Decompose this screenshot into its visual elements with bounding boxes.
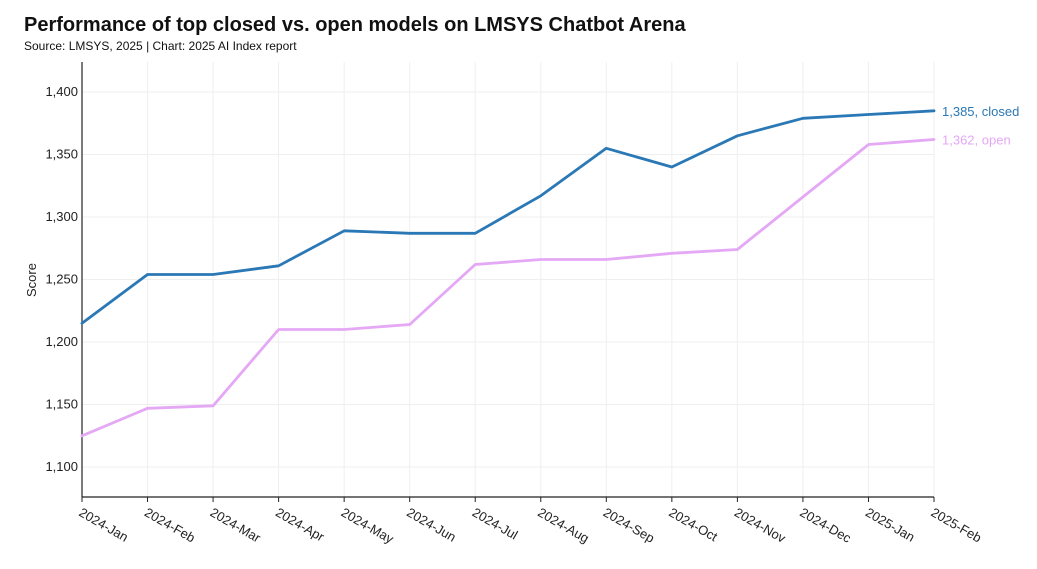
x-tick-label: 2024-Jul	[470, 505, 521, 543]
y-tick-label: 1,100	[45, 459, 78, 474]
x-tick-label: 2025-Feb	[929, 505, 985, 546]
chart-title: Performance of top closed vs. open model…	[24, 14, 686, 36]
x-tick-label: 2024-Aug	[535, 505, 591, 546]
y-tick-label: 1,400	[45, 84, 78, 99]
x-tick-label: 2024-Jun	[404, 505, 458, 545]
y-tick-label: 1,300	[45, 209, 78, 224]
x-tick-label: 2024-Feb	[142, 505, 198, 546]
chart-source: Source: LMSYS, 2025 | Chart: 2025 AI Ind…	[24, 39, 297, 53]
x-tick-label: 2024-Apr	[273, 505, 327, 545]
x-tick-label: 2024-Sep	[601, 505, 657, 546]
y-tick-label: 1,350	[45, 147, 78, 162]
y-tick-label: 1,150	[45, 397, 78, 412]
y-tick-label: 1,200	[45, 334, 78, 349]
series-line-open	[80, 138, 936, 438]
x-tick-label: 2024-Mar	[208, 505, 264, 546]
series-end-label-closed: 1,385, closed	[942, 104, 1019, 119]
x-tick-label: 2024-May	[339, 505, 397, 547]
series-end-label-open: 1,362, open	[942, 133, 1011, 148]
x-tick-label: 2024-Jan	[77, 505, 131, 545]
x-tick-label: 2024-Oct	[666, 505, 720, 545]
x-tick-label: 2024-Dec	[797, 505, 854, 546]
x-tick-label: 2025-Jan	[863, 505, 917, 545]
series-line-closed	[80, 109, 936, 325]
x-tick-label: 2024-Nov	[732, 505, 789, 546]
y-tick-label: 1,250	[45, 272, 78, 287]
y-axis-label: Score	[24, 263, 39, 297]
